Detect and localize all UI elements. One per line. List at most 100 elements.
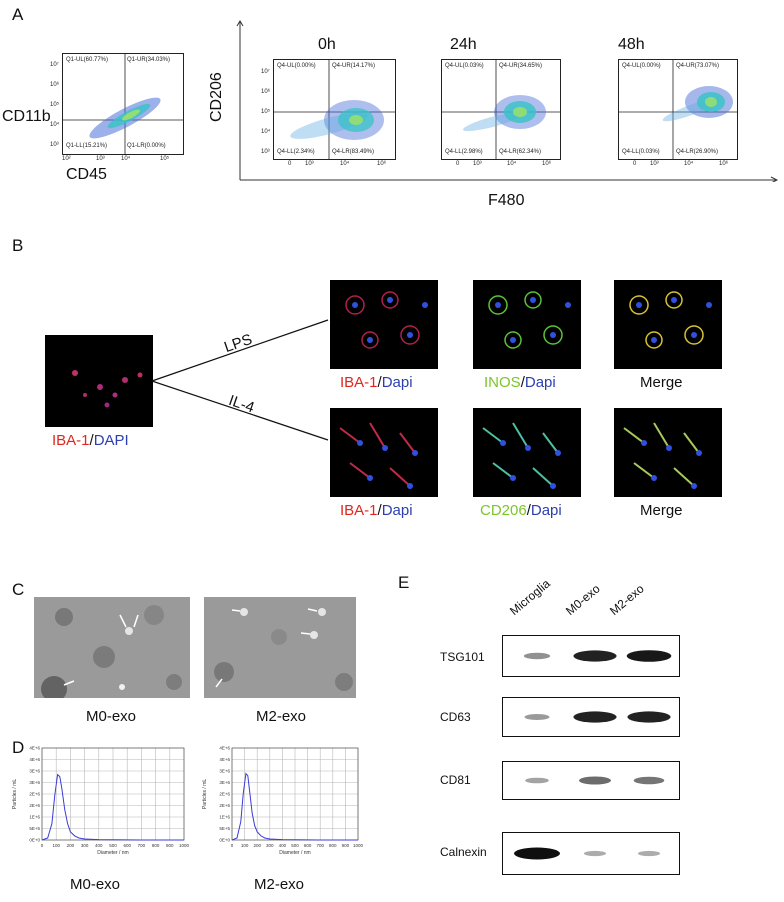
x-axis-label: Diameter / nm <box>97 850 128 856</box>
x-tick-label: 200 <box>253 843 261 848</box>
micrograph-il4-cd206 <box>473 408 581 497</box>
y-tick-label: 4E+6 <box>29 757 40 762</box>
m0-exo-nta-caption: M0-exo <box>70 876 121 893</box>
lps-iba1-caption: IBA-1/Dapi <box>340 374 413 391</box>
cell-signals <box>488 291 571 349</box>
dapi-label: Dapi <box>381 502 413 519</box>
x-tick-label: 900 <box>166 843 174 848</box>
x-tick-label: 200 <box>67 843 75 848</box>
panel-b-letter: B <box>12 236 24 255</box>
lane-label-microglia: Microglia <box>507 576 553 618</box>
q4-ll: Q4-LL(2.98%) <box>445 149 483 155</box>
blot-label-cd81: CD81 <box>440 773 471 787</box>
q4-ur: Q4-UR(34.65%) <box>499 63 543 69</box>
scatter-cloud <box>63 54 183 154</box>
m2-exo-nta-caption: M2-exo <box>254 876 305 893</box>
blot-strip-calnexin <box>502 832 680 875</box>
q4-ur: Q4-UR(14.17%) <box>332 63 376 69</box>
y-tick-label: 2E+6 <box>219 792 230 797</box>
ytick: 10⁷ <box>261 69 270 75</box>
timecourse-yticks: 10⁷ 10⁶ 10⁵ 10⁴ 10³ <box>261 62 270 162</box>
y-tick-label: 3E+6 <box>219 780 230 785</box>
q1-ur: Q1-UR(34.03%) <box>127 57 171 63</box>
nta-chart-m2-exo: 0 100 200 300 400 500 600 700 800 900 1000 4E+6 4E+6… <box>202 746 364 857</box>
separator: / <box>377 502 382 519</box>
il4-iba1-caption: IBA-1/Dapi <box>340 502 413 519</box>
lps-inos-caption: INOS/Dapi <box>484 374 556 391</box>
ytick: 10⁶ <box>261 89 271 95</box>
cd45-axis-label: CD45 <box>66 166 107 183</box>
ytick: 10⁶ <box>50 82 60 88</box>
q1-ll: Q1-LL(15.21%) <box>66 143 108 149</box>
timepoint-24h-title: 24h <box>450 36 477 53</box>
ytick: 10⁵ <box>50 102 60 108</box>
nta-chart-m0-exo: 0 100 200 300 400 500 600 700 800 900 1000 4E+6 4E+6… <box>12 746 190 857</box>
cell-signals <box>629 291 712 349</box>
band-svg <box>524 711 671 723</box>
x-tick-label: 100 <box>52 843 60 848</box>
q4-ll: Q4-LL(0.03%) <box>622 149 660 155</box>
protein-band <box>524 714 550 720</box>
ytick: 10⁵ <box>261 109 271 115</box>
micrograph-iba1-dapi <box>45 335 153 427</box>
xtick: 10⁶ <box>542 161 552 167</box>
cell-signals <box>623 422 702 489</box>
micrograph-lps-iba1 <box>330 280 438 369</box>
blot-strip-tsg101 <box>502 635 680 677</box>
xtick: 10⁶ <box>377 161 387 167</box>
protein-band <box>633 776 665 785</box>
dapi-label: Dapi <box>524 374 556 391</box>
blot-label-tsg101: TSG101 <box>440 650 485 664</box>
cell-signals <box>339 422 418 489</box>
stain-label: INOS <box>484 374 521 391</box>
y-tick-label: 4E+6 <box>219 746 230 751</box>
xtick: 10⁶ <box>719 161 729 167</box>
separator: / <box>526 502 531 519</box>
x-tick-label: 1000 <box>353 843 364 848</box>
vesicle-field <box>41 605 182 702</box>
flow-plot-24h: Q4-UL(0.03%) Q4-UR(34.65%) Q4-LL(2.98%) … <box>441 59 561 160</box>
x-tick-label: 700 <box>316 843 324 848</box>
treatment-branch-lines <box>151 319 329 441</box>
y-tick-label: 2E+6 <box>219 803 230 808</box>
xtick: 10⁴ <box>507 161 517 167</box>
q4-lr: Q4-LR(83.49%) <box>332 149 375 155</box>
ytick: 10³ <box>50 142 59 148</box>
micrograph-il4-iba1 <box>330 408 438 497</box>
separator: / <box>377 374 382 391</box>
f480-axis-label: F480 <box>488 192 525 209</box>
lane-label-m0-exo: M0-exo <box>563 581 603 618</box>
x-tick-label: 300 <box>266 843 274 848</box>
band-svg <box>514 847 661 860</box>
q4-ul: Q4-UL(0.00%) <box>277 63 316 69</box>
y-tick-label: 3E+6 <box>219 769 230 774</box>
stain-label: IBA-1 <box>340 502 378 519</box>
y-tick-label: 2E+6 <box>29 792 40 797</box>
scatter-cloud <box>274 60 395 159</box>
xtick: 10³ <box>650 161 659 167</box>
xtick: 0 <box>288 161 292 167</box>
dapi-label: Dapi <box>381 374 413 391</box>
vesicle-field <box>214 608 353 691</box>
xtick: 0 <box>456 161 460 167</box>
blot-strip-cd81 <box>502 761 680 800</box>
y-tick-label: 3E+6 <box>29 769 40 774</box>
lane-label-m2-exo: M2-exo <box>607 581 647 618</box>
protein-band <box>579 776 611 785</box>
separator: / <box>520 374 525 391</box>
protein-band <box>523 652 551 660</box>
dapi-label: Dapi <box>530 502 562 519</box>
cell-signals <box>72 370 143 408</box>
stain-label: IBA-1 <box>340 374 378 391</box>
il4-merge-caption: Merge <box>640 502 683 519</box>
x-tick-label: 400 <box>279 843 287 848</box>
timepoint-0h-title: 0h <box>318 36 336 53</box>
y-tick-label: 3E+6 <box>29 780 40 785</box>
panel-c-letter: C <box>12 580 25 599</box>
xtick: 10³ <box>96 156 105 162</box>
protein-band <box>514 847 560 860</box>
scatter-cloud <box>619 60 737 159</box>
x-tick-label: 800 <box>152 843 160 848</box>
m0-exo-tem-caption: M0-exo <box>86 708 137 725</box>
x-tick-label: 400 <box>95 843 103 848</box>
